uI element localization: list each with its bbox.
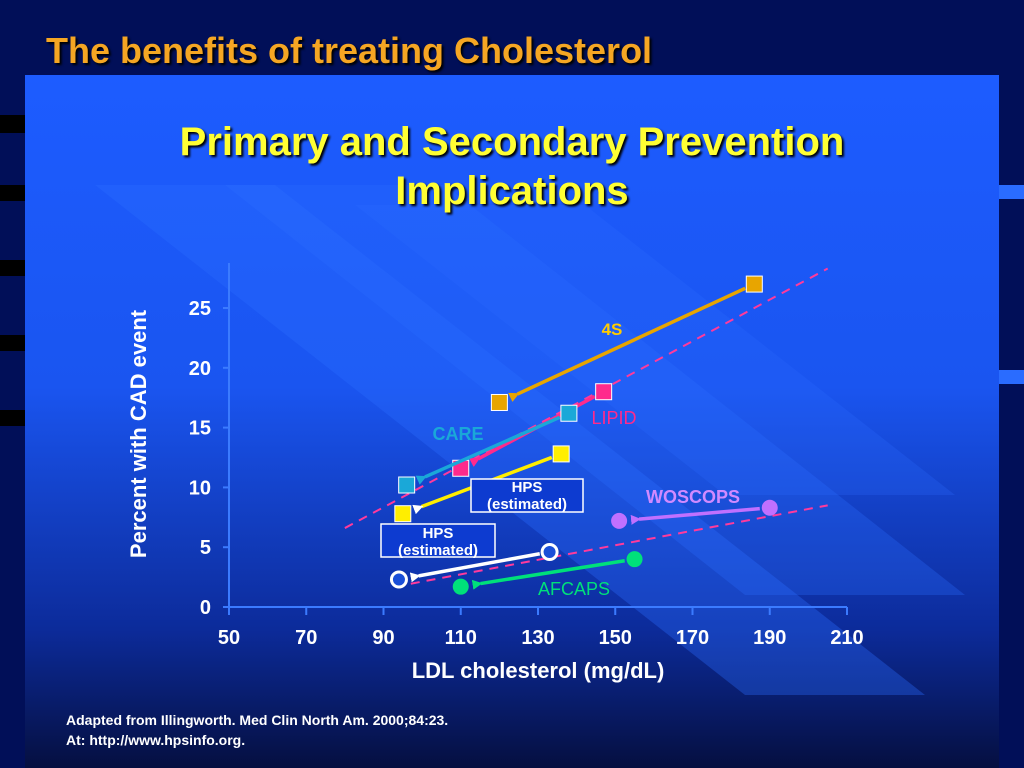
series-label-box <box>470 478 584 513</box>
data-point-square <box>560 404 578 422</box>
y-axis-label: Percent with CAD event <box>126 309 151 558</box>
left-stripe <box>0 185 25 201</box>
data-point-open-circle <box>389 570 408 589</box>
data-series <box>389 275 778 595</box>
series-label-box <box>380 523 496 558</box>
left-stripe <box>0 115 25 133</box>
right-stripe <box>999 370 1024 384</box>
chart-panel <box>25 75 999 768</box>
data-point-square <box>394 505 412 523</box>
chart-title-line1: Primary and Secondary Prevention <box>179 120 845 164</box>
y-tick-label: 10 <box>189 477 211 499</box>
series-label: LIPID <box>591 408 636 428</box>
data-point-square <box>595 383 613 401</box>
x-tick-label: 190 <box>753 627 786 649</box>
data-point-square <box>398 476 416 494</box>
series-label-line: 4S <box>602 320 623 339</box>
series-label-line: LIPID <box>591 408 636 428</box>
y-tick-label: 25 <box>189 298 211 320</box>
data-point-circle <box>452 578 469 595</box>
x-tick-label: 110 <box>445 627 477 649</box>
x-tick-label: 130 <box>521 627 554 649</box>
series-label: 4S <box>602 320 623 339</box>
left-stripe <box>0 335 25 351</box>
x-tick-label: 150 <box>599 627 632 649</box>
data-point-circle <box>611 512 628 529</box>
x-tick-label: 50 <box>218 627 240 649</box>
series-label-line: (estimated) <box>487 496 567 513</box>
source-citation: Adapted from Illingworth. Med Clin North… <box>66 712 449 728</box>
x-axis-label: LDL cholesterol (mg/dL) <box>412 658 665 683</box>
y-tick-label: 15 <box>189 418 211 440</box>
series-arrow <box>630 506 760 525</box>
y-tick-label: 0 <box>200 597 211 619</box>
right-stripe <box>999 185 1024 199</box>
data-point-open-circle <box>540 542 559 561</box>
series-label-line: CARE <box>432 424 483 444</box>
trend-line <box>344 267 829 529</box>
series-label-line: (estimated) <box>398 542 478 559</box>
series-label: CARE <box>432 424 483 444</box>
trend-lines <box>344 267 829 588</box>
series-label-line: HPS <box>512 479 543 496</box>
x-tick-label: 170 <box>676 627 709 649</box>
series-label: HPS (estimated) <box>487 479 567 513</box>
slide-title: The benefits of treating Cholesterol <box>46 30 653 71</box>
series-label-line: HPS <box>423 525 454 542</box>
data-point-circle <box>626 551 643 568</box>
chart-title-line2: Implications <box>395 169 629 213</box>
series-label: AFCAPS <box>538 579 610 599</box>
data-point-square <box>745 275 763 293</box>
x-tick-label: 70 <box>295 627 317 649</box>
y-tick-label: 5 <box>200 537 211 559</box>
series-arrow <box>508 286 746 402</box>
series-label: WOSCOPS <box>646 487 740 507</box>
data-point-square <box>490 393 508 411</box>
series-arrow <box>409 552 541 583</box>
left-stripe <box>0 260 25 276</box>
series-arrow <box>471 558 625 590</box>
axes: 50 70 90 110 130 150 170 190 210 0 5 10 15 20 25 <box>189 263 864 649</box>
y-tick-label: 20 <box>189 358 211 380</box>
x-tick-label: 90 <box>372 627 394 649</box>
left-stripe <box>0 410 25 426</box>
series-arrow <box>415 415 561 485</box>
series-label-line: AFCAPS <box>538 579 610 599</box>
series-label-line: WOSCOPS <box>646 487 740 507</box>
source-url: At: http://www.hpsinfo.org. <box>66 732 246 748</box>
series-label: HPS (estimated) <box>398 525 478 559</box>
data-point-square <box>552 445 570 463</box>
data-point-circle <box>761 499 778 516</box>
x-tick-label: 210 <box>830 627 863 649</box>
